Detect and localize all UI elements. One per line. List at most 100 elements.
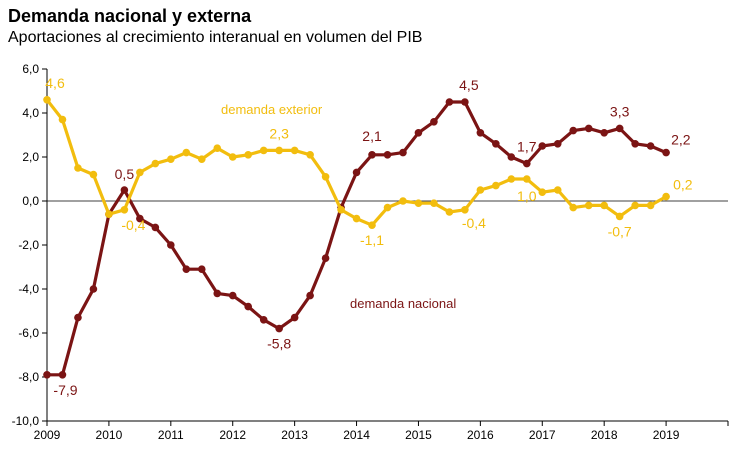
- x-tick-label: 2015: [405, 428, 432, 442]
- data-label: 4,6: [45, 75, 65, 91]
- data-point: [646, 142, 655, 150]
- data-point: [414, 129, 423, 137]
- data-point: [461, 98, 469, 106]
- x-tick-label: 2018: [591, 428, 618, 442]
- data-point: [600, 129, 608, 137]
- x-tick-label: 2012: [219, 428, 246, 442]
- data-point: [275, 146, 283, 155]
- data-label: -0,4: [121, 217, 145, 233]
- data-point: [522, 175, 531, 183]
- data-point: [631, 201, 639, 210]
- chart-axes: -10,0 -8,0 -6,0 -4,0 -2,0 0,0 2,0 4,0 6,0 2009 201…: [12, 62, 729, 442]
- data-point: [476, 186, 485, 194]
- data-point: [306, 291, 314, 300]
- data-point: [492, 140, 500, 148]
- series-line-nacional: [47, 100, 667, 377]
- data-point: [321, 254, 330, 262]
- data-point: [569, 126, 578, 135]
- data-point: [476, 129, 485, 137]
- data-point: [213, 289, 222, 298]
- data-point: [662, 148, 670, 157]
- data-point: [553, 186, 562, 194]
- data-point: [507, 153, 516, 161]
- data-point: [120, 186, 129, 194]
- data-label: -0,4: [462, 215, 486, 231]
- data-point: [430, 199, 438, 207]
- data-point: [151, 223, 160, 232]
- x-tick-label: 2017: [529, 428, 556, 442]
- data-point: [228, 153, 237, 161]
- data-label: 4,5: [459, 77, 479, 93]
- data-label: 2,1: [362, 128, 382, 144]
- data-label: 0,2: [673, 177, 693, 193]
- data-point: [492, 181, 500, 190]
- data-point: [43, 96, 51, 104]
- data-point: [430, 118, 438, 126]
- x-tick-label: 2014: [343, 428, 370, 442]
- data-point: [244, 302, 253, 311]
- data-point: [445, 208, 454, 216]
- data-point: [136, 168, 144, 177]
- data-point: [507, 175, 516, 183]
- data-point: [584, 124, 593, 133]
- data-point: [337, 206, 345, 214]
- data-point: [414, 199, 423, 207]
- data-point: [74, 164, 82, 172]
- x-tick-label: 2009: [34, 428, 61, 442]
- y-tick-label: -4,0: [18, 282, 39, 296]
- data-point: [538, 188, 547, 196]
- chart-series: [43, 96, 670, 379]
- x-tick-label: 2010: [96, 428, 123, 442]
- y-tick-label: -8,0: [18, 370, 39, 384]
- data-point: [538, 142, 547, 150]
- x-tick-label: 2013: [281, 428, 308, 442]
- chart-title: Demanda nacional y externa: [8, 6, 252, 26]
- data-point: [290, 313, 299, 322]
- data-point: [244, 151, 253, 159]
- data-label: 3,3: [610, 103, 630, 119]
- chart-subtitle: Aportaciones al crecimiento interanual e…: [8, 29, 423, 46]
- data-point: [662, 192, 670, 201]
- data-point: [89, 285, 98, 293]
- data-point: [352, 168, 361, 177]
- data-point: [352, 214, 361, 223]
- data-point: [58, 115, 67, 124]
- data-point: [631, 140, 639, 148]
- data-point: [120, 206, 129, 214]
- data-point: [461, 206, 469, 214]
- data-point: [151, 159, 160, 168]
- data-point: [213, 144, 222, 152]
- data-label: -1,1: [360, 232, 384, 248]
- data-label: 1,7: [517, 139, 537, 155]
- data-point: [399, 197, 407, 205]
- data-point: [136, 214, 144, 223]
- y-tick-label: 2,0: [22, 150, 39, 164]
- y-tick-label: 0,0: [22, 194, 39, 208]
- data-point: [368, 221, 376, 229]
- y-tick-label: -10,0: [12, 414, 40, 428]
- data-point: [197, 155, 206, 163]
- y-tick-label: -6,0: [18, 326, 39, 340]
- data-point: [167, 155, 175, 163]
- x-tick-label: 2019: [653, 428, 680, 442]
- chart-labels: demanda nacional demanda exterior -7,9 0,5 -…: [45, 75, 693, 398]
- data-point: [89, 170, 98, 179]
- data-point: [105, 210, 113, 218]
- data-label: -7,9: [53, 382, 77, 398]
- data-point: [615, 212, 624, 221]
- series-label-exterior: demanda exterior: [221, 102, 323, 117]
- data-point: [58, 371, 67, 379]
- data-point: [445, 98, 454, 106]
- x-tick-label: 2011: [158, 428, 184, 442]
- data-label: 2,3: [269, 125, 289, 141]
- data-point: [167, 241, 175, 249]
- data-label: -0,7: [608, 223, 632, 239]
- data-point: [383, 203, 392, 212]
- data-point: [646, 201, 655, 210]
- data-point: [321, 173, 330, 181]
- data-point: [74, 313, 82, 322]
- data-label: 1,0: [517, 188, 537, 204]
- data-point: [368, 151, 376, 159]
- x-tick-label: 2016: [467, 428, 494, 442]
